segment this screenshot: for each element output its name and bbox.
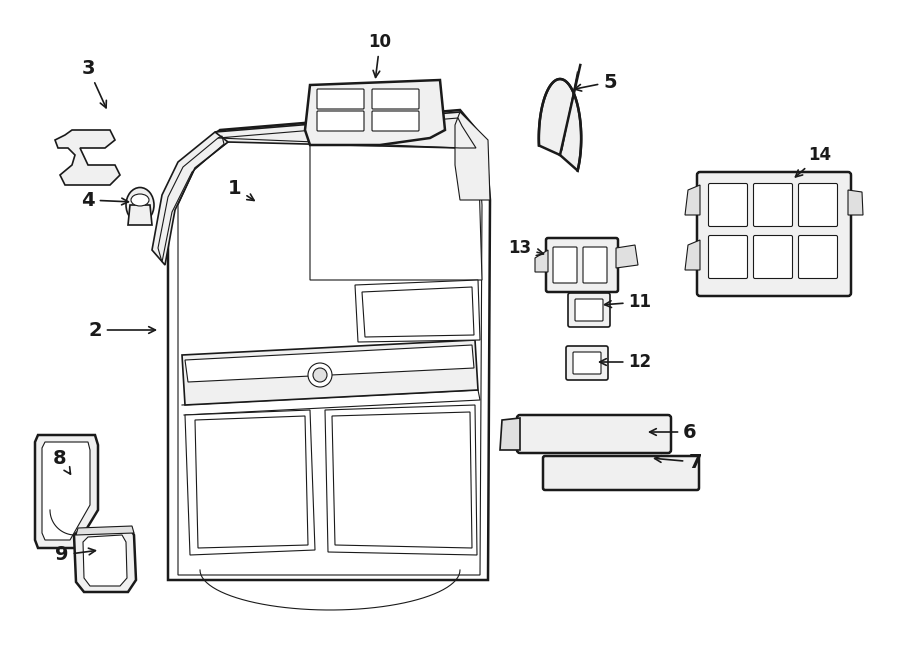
FancyBboxPatch shape bbox=[753, 183, 793, 226]
FancyBboxPatch shape bbox=[568, 293, 610, 327]
FancyBboxPatch shape bbox=[708, 183, 748, 226]
Polygon shape bbox=[685, 185, 700, 215]
Polygon shape bbox=[535, 250, 548, 272]
FancyBboxPatch shape bbox=[708, 236, 748, 279]
Polygon shape bbox=[185, 410, 315, 555]
Polygon shape bbox=[310, 145, 482, 280]
Polygon shape bbox=[616, 245, 638, 268]
Polygon shape bbox=[35, 435, 98, 548]
Polygon shape bbox=[76, 526, 134, 535]
Polygon shape bbox=[185, 345, 474, 382]
Polygon shape bbox=[215, 112, 480, 148]
Text: 6: 6 bbox=[650, 422, 697, 442]
FancyBboxPatch shape bbox=[372, 111, 419, 131]
Polygon shape bbox=[355, 280, 480, 342]
FancyBboxPatch shape bbox=[753, 236, 793, 279]
Polygon shape bbox=[182, 340, 478, 405]
Text: 11: 11 bbox=[605, 293, 652, 311]
Text: 9: 9 bbox=[55, 545, 95, 565]
Polygon shape bbox=[305, 80, 445, 145]
Text: 3: 3 bbox=[81, 58, 106, 108]
FancyBboxPatch shape bbox=[573, 352, 601, 374]
Text: 8: 8 bbox=[53, 448, 70, 474]
FancyBboxPatch shape bbox=[517, 415, 671, 453]
FancyBboxPatch shape bbox=[546, 238, 618, 292]
Text: 14: 14 bbox=[796, 146, 832, 177]
Polygon shape bbox=[152, 130, 228, 265]
Circle shape bbox=[308, 363, 332, 387]
FancyBboxPatch shape bbox=[583, 247, 607, 283]
Text: 4: 4 bbox=[81, 191, 129, 209]
Ellipse shape bbox=[126, 187, 154, 222]
FancyBboxPatch shape bbox=[798, 183, 838, 226]
FancyBboxPatch shape bbox=[697, 172, 851, 296]
Text: 10: 10 bbox=[368, 33, 392, 77]
FancyBboxPatch shape bbox=[317, 89, 364, 109]
FancyBboxPatch shape bbox=[575, 299, 603, 321]
Text: 5: 5 bbox=[574, 73, 617, 91]
FancyBboxPatch shape bbox=[543, 456, 699, 490]
Ellipse shape bbox=[131, 194, 149, 206]
Polygon shape bbox=[848, 190, 863, 215]
Circle shape bbox=[313, 368, 327, 382]
Polygon shape bbox=[539, 79, 581, 171]
FancyBboxPatch shape bbox=[798, 236, 838, 279]
Text: 13: 13 bbox=[508, 239, 544, 257]
Polygon shape bbox=[325, 405, 477, 555]
Polygon shape bbox=[168, 110, 490, 580]
Polygon shape bbox=[83, 535, 127, 586]
FancyBboxPatch shape bbox=[553, 247, 577, 283]
Polygon shape bbox=[455, 112, 490, 200]
Text: 2: 2 bbox=[88, 320, 156, 340]
Polygon shape bbox=[128, 205, 152, 225]
Text: 1: 1 bbox=[229, 179, 254, 201]
Text: 7: 7 bbox=[654, 453, 702, 471]
Polygon shape bbox=[55, 130, 120, 185]
Polygon shape bbox=[500, 418, 520, 450]
Polygon shape bbox=[74, 528, 136, 592]
Text: 12: 12 bbox=[599, 353, 652, 371]
FancyBboxPatch shape bbox=[372, 89, 419, 109]
FancyBboxPatch shape bbox=[566, 346, 608, 380]
Polygon shape bbox=[42, 442, 90, 540]
FancyBboxPatch shape bbox=[317, 111, 364, 131]
Polygon shape bbox=[685, 240, 700, 270]
